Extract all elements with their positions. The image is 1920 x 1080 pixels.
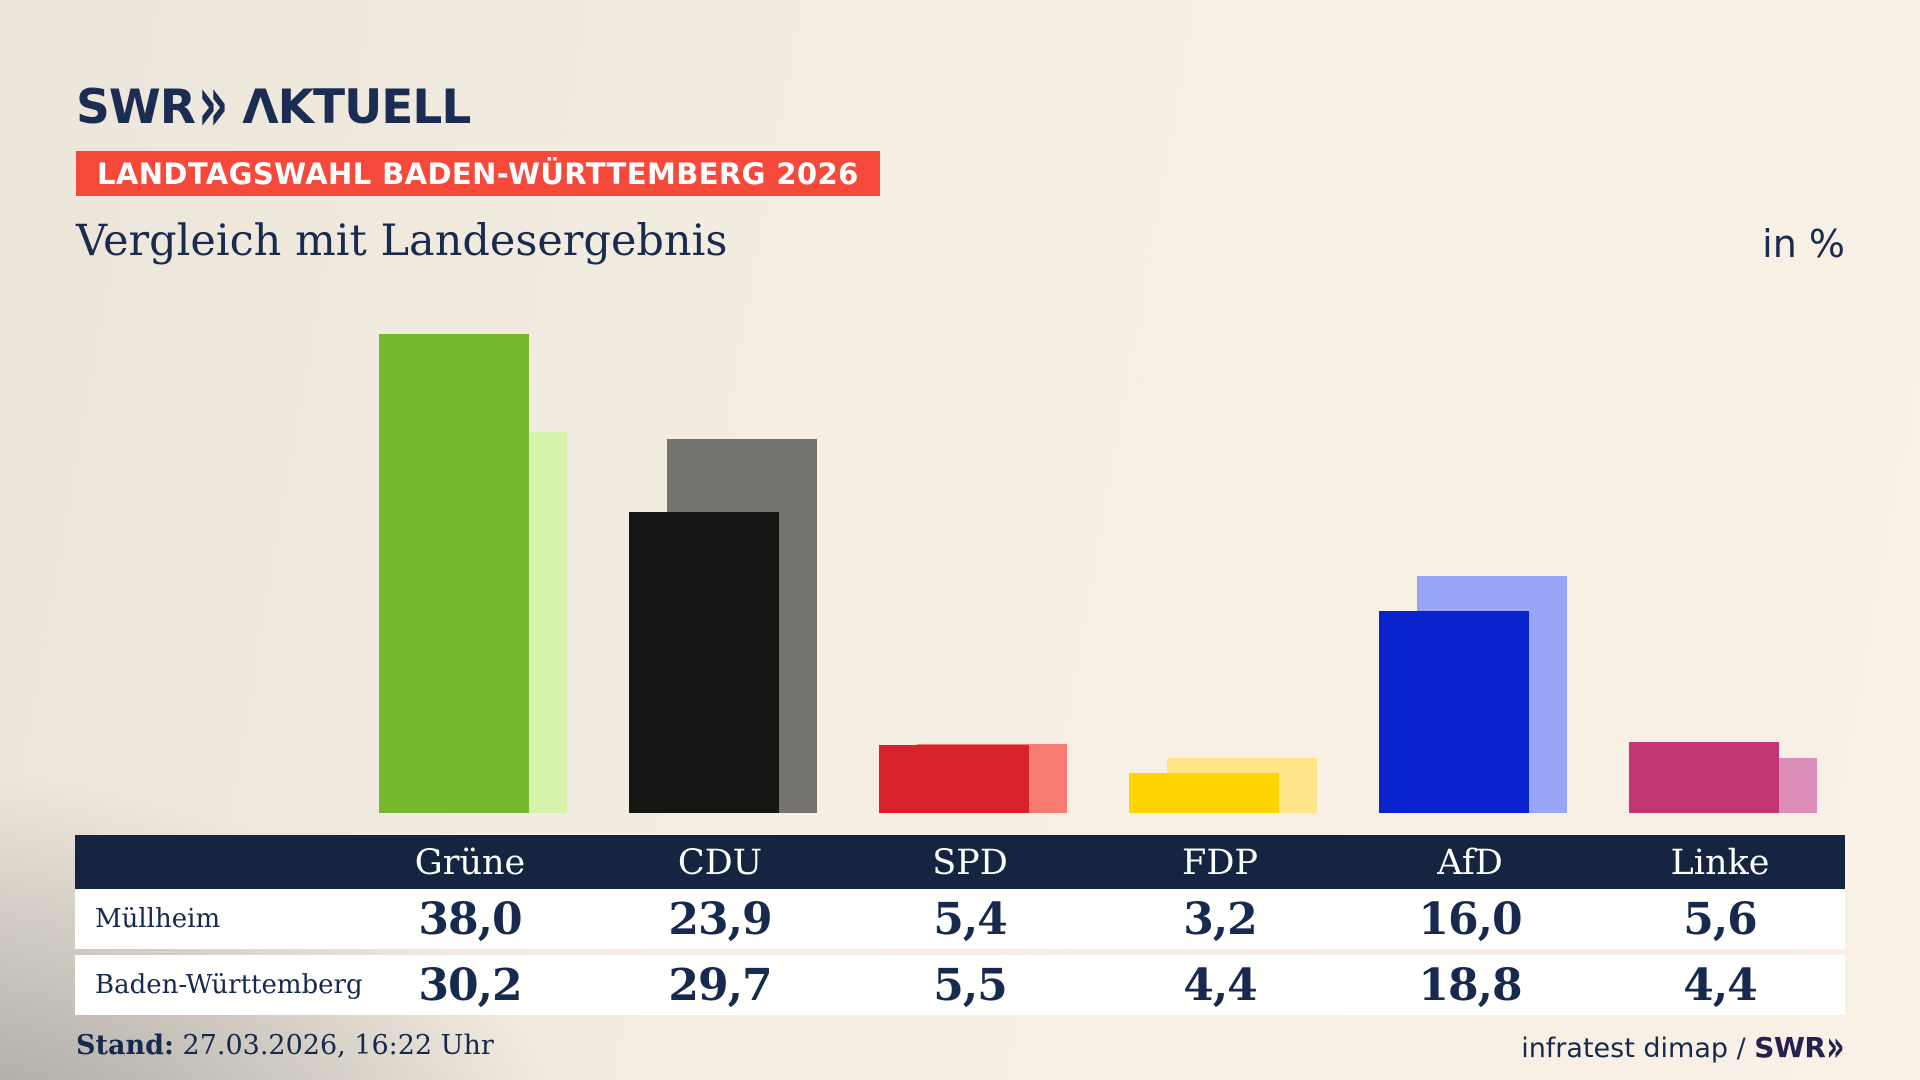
table-cell-cdu-baden-württemberg: 29,7 — [668, 959, 772, 1011]
election-banner: LANDTAGSWAHL BADEN-WÜRTTEMBERG 2026 — [76, 151, 880, 196]
logo-swr-text: SWR — [76, 80, 196, 135]
source-logo-swr-text: SWR — [1754, 1031, 1826, 1064]
table-header-cell-grüne: Grüne — [414, 842, 526, 883]
table-corner-cell — [75, 861, 345, 863]
double-chevron-icon: » — [197, 57, 228, 152]
table-header-cell-spd: SPD — [932, 842, 1008, 883]
source-logo-chevron-icon: » — [1826, 1020, 1844, 1072]
logo-aktuell-text: ΛKTUELL — [242, 80, 471, 135]
row-label: Baden-Württemberg — [95, 970, 363, 1000]
bar-fdp-müllheim — [1129, 773, 1279, 813]
chart-title: Vergleich mit Landesergebnis — [76, 216, 728, 266]
table-cell-spd-baden-württemberg: 5,5 — [933, 959, 1008, 1011]
table-cell-fdp-müllheim: 3,2 — [1183, 893, 1258, 945]
table-cell-linke-müllheim: 5,6 — [1683, 893, 1758, 945]
bar-linke-müllheim — [1629, 742, 1779, 813]
table-header-cell-afd: AfD — [1437, 842, 1503, 883]
source-text: infratest dimap / — [1521, 1033, 1755, 1064]
table-cell-spd-müllheim: 5,4 — [933, 893, 1008, 945]
table-cell-afd-baden-württemberg: 18,8 — [1418, 959, 1522, 1011]
stand-value: 27.03.2026, 16:22 Uhr — [173, 1030, 494, 1061]
table-cell-afd-müllheim: 16,0 — [1418, 893, 1522, 945]
source-credit: infratest dimap / SWR» — [1521, 1020, 1845, 1071]
timestamp: Stand: 27.03.2026, 16:22 Uhr — [76, 1030, 494, 1061]
unit-label: in % — [1762, 222, 1845, 266]
table-cell-cdu-müllheim: 23,9 — [668, 893, 772, 945]
stand-label: Stand: — [76, 1030, 174, 1061]
swr-source-logo: SWR» — [1754, 1020, 1845, 1071]
bar-cdu-müllheim — [629, 512, 779, 813]
table-cell-linke-baden-württemberg: 4,4 — [1683, 959, 1758, 1011]
table-row-baden-württemberg: Baden-Württemberg 30,2 29,7 5,5 4,4 18,8 4,4 — [75, 955, 1845, 1015]
table-cell-grüne-baden-württemberg: 30,2 — [418, 959, 522, 1011]
table-header: Grüne CDU SPD FDP AfD Linke — [75, 835, 1845, 889]
table-cell-grüne-müllheim: 38,0 — [418, 893, 522, 945]
table-header-cell-linke: Linke — [1670, 842, 1770, 883]
swr-aktuell-logo: SWR» ΛKTUELL — [76, 58, 471, 152]
table-header-cell-cdu: CDU — [677, 842, 763, 883]
row-label: Müllheim — [95, 904, 221, 934]
bar-grüne-müllheim — [379, 334, 529, 813]
table-cell-fdp-baden-württemberg: 4,4 — [1183, 959, 1258, 1011]
bar-spd-müllheim — [879, 745, 1029, 813]
bar-afd-müllheim — [1379, 611, 1529, 813]
table-row-müllheim: Müllheim 38,0 23,9 5,4 3,2 16,0 5,6 — [75, 889, 1845, 949]
table-header-cell-fdp: FDP — [1182, 842, 1258, 883]
